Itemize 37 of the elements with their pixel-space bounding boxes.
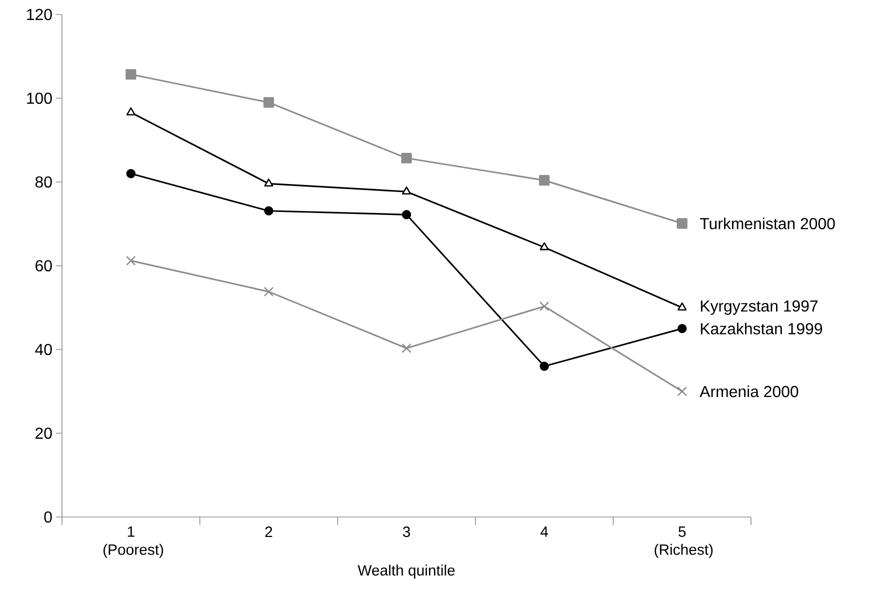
y-tick-label: 120 [27,8,52,20]
y-tick-label: 100 [27,92,52,104]
point [540,362,549,371]
y-tick-label: 40 [35,344,52,356]
x-axis-title: Wealth quintile [358,564,455,579]
point [264,206,274,216]
point [126,169,136,178]
point [539,175,550,186]
point [263,97,274,108]
point [264,286,274,297]
y-tick-label: 20 [36,428,52,439]
y-tick-label: 60 [36,260,52,272]
series-label: Kazakhstan 1999 [700,322,822,334]
point [401,152,412,164]
point [677,386,688,396]
x-tick-label: 2 [265,526,272,537]
point [402,210,412,220]
point [402,343,412,354]
point [539,301,550,312]
point [678,324,687,334]
series-label: Armenia 2000 [700,386,798,398]
point [264,178,274,187]
point [540,242,549,250]
point [402,186,412,195]
point [126,256,136,266]
x-tick-label: 3 [402,526,410,538]
point [126,69,136,80]
y-tick-label: 0 [44,511,52,523]
point [126,107,136,116]
point [676,218,688,229]
y-tick-label: 80 [35,176,52,188]
series-label: Turkmenistan 2000 [700,218,835,230]
series-label: Kyrgyzstan 1997 [700,300,818,315]
point [678,302,687,311]
x-tick-label: 4 [540,526,548,537]
x-tick-label: 5 (Richest) [654,526,713,558]
x-tick-label: 1 (Poorest) [103,526,164,558]
